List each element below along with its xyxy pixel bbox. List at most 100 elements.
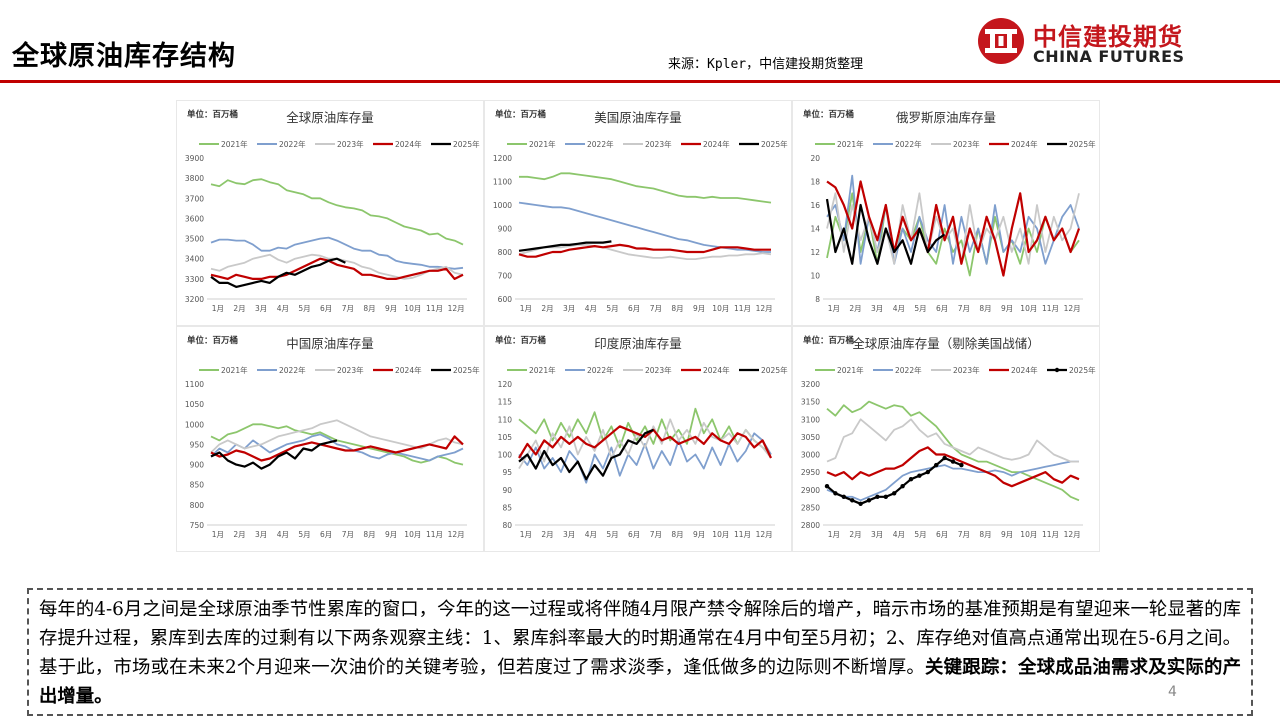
y-tick-label: 3500 bbox=[185, 235, 204, 244]
x-tick-label: 5月 bbox=[606, 530, 618, 539]
legend-label: 2021年 bbox=[221, 365, 248, 375]
legend-label: 2022年 bbox=[587, 365, 614, 375]
y-tick-label: 3700 bbox=[185, 194, 204, 203]
y-tick-label: 3900 bbox=[185, 154, 204, 163]
x-tick-label: 9月 bbox=[385, 530, 397, 539]
legend-label: 2023年 bbox=[337, 139, 364, 149]
logo-chinese-text: 中信建投期货 bbox=[1033, 23, 1183, 51]
legend-label: 2022年 bbox=[587, 139, 614, 149]
series-point-2025 bbox=[883, 494, 888, 499]
y-tick-label: 900 bbox=[190, 461, 205, 470]
series-line-2024年 bbox=[826, 180, 1081, 277]
x-tick-label: 1月 bbox=[520, 530, 532, 539]
legend-label: 2022年 bbox=[895, 365, 922, 375]
y-tick-label: 1100 bbox=[185, 380, 204, 389]
y-tick-label: 3000 bbox=[801, 451, 820, 460]
series-point-2025 bbox=[942, 455, 947, 461]
chart-panel-china: 单位：百万桶 中国原油库存量 2021年 2022年 2023年 2024年 2025年 75… bbox=[177, 327, 483, 551]
x-tick-label: 10月 bbox=[1020, 304, 1037, 313]
x-tick-label: 1月 bbox=[212, 304, 224, 313]
chart-panel-russia: 单位：百万桶 俄罗斯原油库存量 2021年 2022年 2023年 2024年 2025年 8… bbox=[793, 101, 1099, 325]
y-tick-label: 2900 bbox=[801, 486, 820, 495]
x-tick-label: 4月 bbox=[277, 530, 289, 539]
series-line-2023年 bbox=[518, 418, 772, 470]
x-tick-label: 4月 bbox=[893, 304, 905, 313]
x-tick-label: 4月 bbox=[585, 530, 597, 539]
x-tick-label: 1月 bbox=[212, 530, 224, 539]
series-point-2025 bbox=[858, 501, 863, 506]
x-tick-label: 2月 bbox=[233, 530, 245, 539]
x-tick-label: 11月 bbox=[734, 530, 751, 539]
series-line-2024年 bbox=[826, 446, 1080, 488]
series-line-2022年 bbox=[826, 460, 1079, 502]
x-tick-label: 8月 bbox=[979, 530, 991, 539]
legend-label: 2021年 bbox=[529, 365, 556, 375]
logo-english-text: CHINA FUTURES bbox=[1033, 47, 1185, 66]
x-tick-label: 9月 bbox=[1001, 304, 1013, 313]
legend-label: 2021年 bbox=[529, 139, 556, 149]
y-tick-label: 1000 bbox=[185, 420, 204, 429]
legend-label: 2024年 bbox=[703, 365, 730, 375]
chart-unit-label: 单位：百万桶 bbox=[187, 335, 238, 346]
series-point-2025 bbox=[850, 498, 855, 503]
x-tick-label: 7月 bbox=[958, 304, 970, 313]
y-tick-label: 3050 bbox=[801, 433, 820, 442]
x-tick-label: 2月 bbox=[541, 530, 553, 539]
x-tick-label: 5月 bbox=[606, 304, 618, 313]
x-tick-label: 3月 bbox=[871, 530, 883, 539]
chart-title: 印度原油库存量 bbox=[594, 336, 682, 351]
page-title: 全球原油库存结构 bbox=[12, 41, 236, 72]
series-line-2025年 bbox=[518, 240, 612, 252]
series-line-2024年 bbox=[518, 243, 771, 258]
series-point-2025 bbox=[900, 484, 905, 489]
page-number: 4 bbox=[1168, 684, 1177, 700]
x-tick-label: 7月 bbox=[342, 304, 354, 313]
y-tick-label: 100 bbox=[498, 451, 513, 460]
x-tick-label: 1月 bbox=[828, 304, 840, 313]
chart-unit-label: 单位：百万桶 bbox=[495, 109, 546, 120]
chart-russia-crude-inventory: 单位：百万桶 俄罗斯原油库存量 2021年 2022年 2023年 2024年 2025年 8… bbox=[803, 109, 1096, 313]
series-point-2025 bbox=[908, 477, 914, 482]
chart-unit-label: 单位：百万桶 bbox=[803, 335, 854, 346]
legend-label: 2022年 bbox=[895, 139, 922, 149]
series-point-2025 bbox=[934, 462, 939, 468]
series-line-2024年 bbox=[210, 435, 464, 462]
x-tick-label: 5月 bbox=[298, 304, 310, 313]
y-tick-label: 2800 bbox=[801, 521, 820, 530]
y-tick-label: 3200 bbox=[185, 295, 204, 304]
y-tick-label: 900 bbox=[498, 225, 513, 234]
legend-label: 2023年 bbox=[337, 365, 364, 375]
legend-label: 2024年 bbox=[1011, 139, 1038, 149]
y-tick-label: 950 bbox=[190, 440, 205, 449]
legend-label: 2022年 bbox=[279, 139, 306, 149]
series-line-2024年 bbox=[210, 257, 464, 280]
series-point-2025 bbox=[824, 484, 830, 489]
x-tick-label: 8月 bbox=[671, 304, 683, 313]
legend-label: 2025年 bbox=[1069, 365, 1096, 375]
x-tick-label: 1月 bbox=[828, 530, 840, 539]
chart-panel-global-ex-spr: 单位：百万桶 全球原油库存量（剔除美国战储） 2021年 2022年 2023年 2024… bbox=[793, 327, 1099, 551]
y-tick-label: 3100 bbox=[801, 415, 820, 424]
y-tick-label: 3400 bbox=[185, 255, 204, 264]
y-tick-label: 850 bbox=[190, 481, 205, 490]
y-tick-label: 2850 bbox=[801, 503, 820, 512]
legend-label: 2024年 bbox=[1011, 365, 1038, 375]
series-line-2023年 bbox=[210, 419, 464, 454]
x-tick-label: 3月 bbox=[255, 530, 267, 539]
series-point-2025 bbox=[866, 498, 872, 503]
legend-label: 2021年 bbox=[837, 365, 864, 375]
x-tick-label: 5月 bbox=[914, 530, 926, 539]
y-tick-label: 20 bbox=[810, 154, 820, 163]
chart-unit-label: 单位：百万桶 bbox=[495, 335, 546, 346]
chart-india-crude-inventory: 单位：百万桶 印度原油库存量 2021年 2022年 2023年 2024年 2025年 80… bbox=[495, 335, 788, 539]
x-tick-label: 11月 bbox=[1042, 530, 1059, 539]
y-tick-label: 120 bbox=[498, 380, 513, 389]
legend-label: 2024年 bbox=[395, 365, 422, 375]
series-point-2025 bbox=[833, 491, 838, 496]
y-tick-label: 700 bbox=[498, 272, 513, 281]
y-tick-label: 80 bbox=[502, 521, 512, 530]
x-tick-label: 2月 bbox=[849, 304, 861, 313]
series-point-2025 bbox=[875, 494, 880, 499]
legend-label: 2025年 bbox=[761, 139, 788, 149]
